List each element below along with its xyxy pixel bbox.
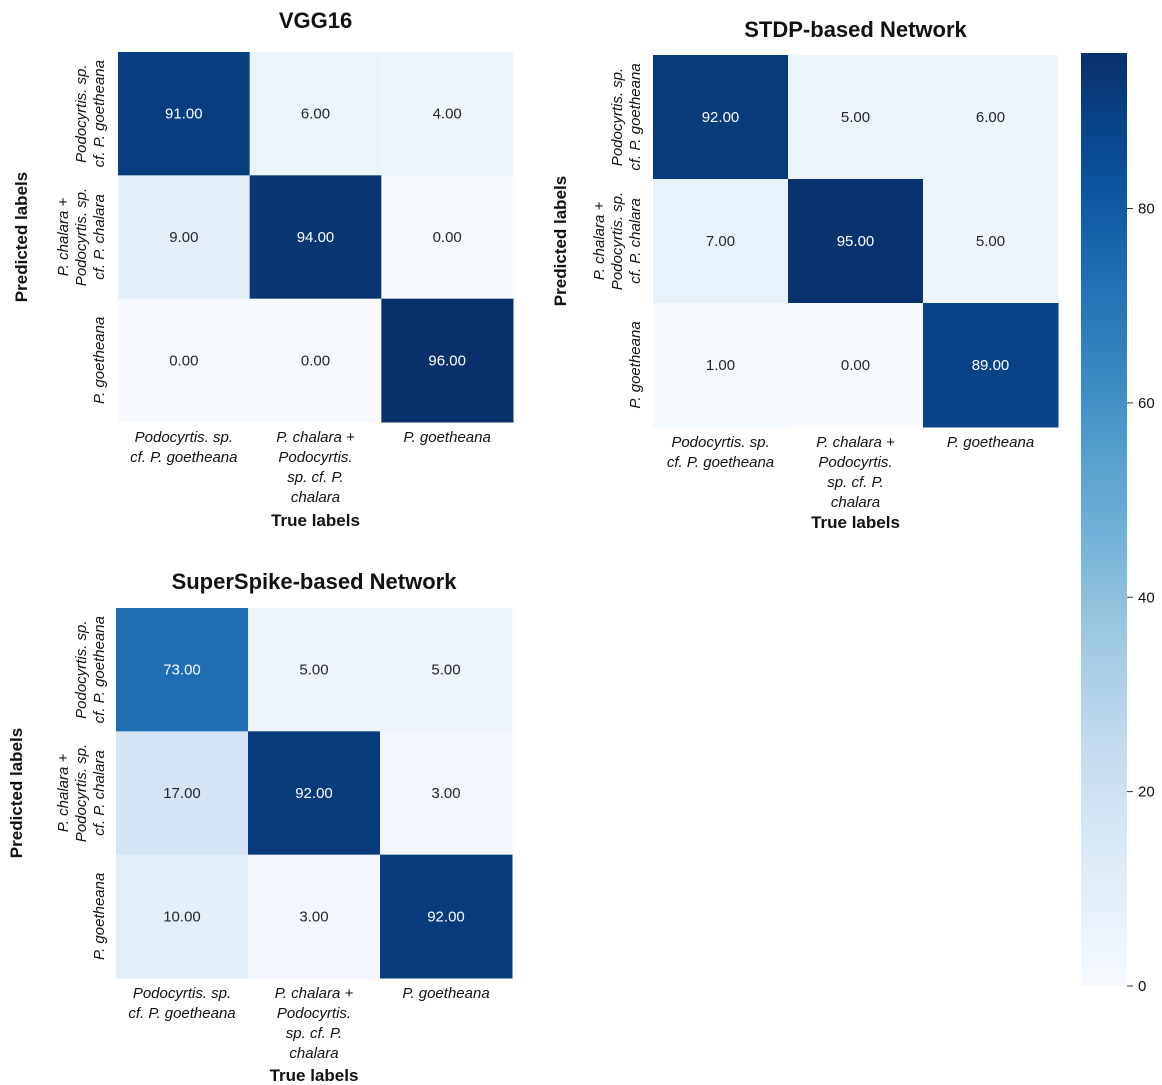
colorbar: 0 20 40 60 80 <box>1081 53 1155 995</box>
x-tick-label: P. chalara + Podocyrtis. sp. cf. P. chalara <box>816 434 895 511</box>
colorbar-gradient <box>1081 53 1127 986</box>
cell-value-label: 7.00 <box>706 233 735 250</box>
heatmap-cell <box>118 298 251 423</box>
y-tick-label: P. goetheana <box>91 873 108 960</box>
cell-value-label: 95.00 <box>837 233 875 250</box>
cell-value-label: 9.00 <box>169 229 198 246</box>
cell-value-label: 4.00 <box>433 106 462 123</box>
heatmap-cell <box>653 303 789 428</box>
heatmap-cell <box>381 175 514 300</box>
heatmap-cell <box>248 731 381 856</box>
heatmap-cell <box>381 298 514 423</box>
heatmap-cell <box>923 55 1059 180</box>
cell-value-label: 3.00 <box>299 908 328 925</box>
colorbar-tick-label: 0 <box>1138 978 1146 995</box>
cell-value-label: 0.00 <box>301 352 330 369</box>
heatmap-cell <box>653 179 789 304</box>
heatmap-cell <box>248 854 381 979</box>
y-axis-label: Predicted labels <box>7 728 26 858</box>
x-tick-label: P. chalara + Podocyrtis. sp. cf. P. chalara <box>275 985 354 1062</box>
y-tick-label: P. goetheana <box>627 321 644 408</box>
cell-value-label: 91.00 <box>165 106 203 123</box>
heatmap-cell <box>788 179 924 304</box>
y-tick-label: P. chalara +Podocyrtis. sp.cf. P. chalar… <box>55 744 108 842</box>
cell-value-label: 5.00 <box>841 109 870 126</box>
heatmap-cell <box>116 854 249 979</box>
cell-value-label: 6.00 <box>976 109 1005 126</box>
heatmap-cell <box>118 175 251 300</box>
x-tick-label: P. chalara + Podocyrtis. sp. cf. P. chalara <box>276 429 355 506</box>
x-tick-label: Podocyrtis. sp. cf. P. goetheana <box>128 985 235 1022</box>
cell-value-label: 5.00 <box>976 233 1005 250</box>
cell-value-label: 0.00 <box>841 357 870 374</box>
cell-value-label: 17.00 <box>163 785 201 802</box>
cell-value-label: 92.00 <box>295 785 333 802</box>
heatmap-panel-1: VGG16 91.00 6.00 4.00 9.00 94.00 0.00 0.00 0.00 9… <box>12 8 514 530</box>
chart-title: STDP-based Network <box>744 17 967 42</box>
cell-value-label: 6.00 <box>301 106 330 123</box>
cell-value-label: 5.00 <box>431 662 460 679</box>
heatmap-cell <box>248 608 381 732</box>
y-tick-label: P. chalara +Podocyrtis. sp.cf. P. chalar… <box>55 188 108 286</box>
y-tick-label: Podocyrtis. sp.cf. P. goetheana <box>73 616 108 723</box>
cell-value-label: 92.00 <box>427 908 465 925</box>
heatmap-cell <box>653 55 789 180</box>
y-axis-label: Predicted labels <box>551 176 570 306</box>
heatmap-cell <box>381 52 514 176</box>
y-tick-label: P. goetheana <box>91 317 108 404</box>
x-axis-label: True labels <box>271 511 360 530</box>
x-axis-label: True labels <box>811 513 900 532</box>
x-tick-label: P. goetheana <box>404 429 491 446</box>
cell-value-label: 94.00 <box>297 229 335 246</box>
x-axis-label: True labels <box>270 1066 359 1085</box>
x-tick-label: Podocyrtis. sp. cf. P. goetheana <box>130 429 237 466</box>
heatmap-cell <box>788 303 924 428</box>
chart-title: VGG16 <box>279 8 352 33</box>
cell-value-label: 1.00 <box>706 357 735 374</box>
y-tick-label: Podocyrtis. sp.cf. P. goetheana <box>73 60 108 167</box>
heatmap-cell <box>380 608 513 732</box>
x-tick-label: P. goetheana <box>402 985 489 1002</box>
y-axis-label: Predicted labels <box>12 172 31 302</box>
heatmap-cell <box>923 303 1059 428</box>
heatmap-panel-2: STDP-based Network 92.00 5.00 6.00 7.00 95.00… <box>551 17 1059 532</box>
cell-value-label: 96.00 <box>428 352 466 369</box>
heatmap-cell <box>923 179 1059 304</box>
cell-value-label: 5.00 <box>299 662 328 679</box>
cell-value-label: 92.00 <box>702 109 740 126</box>
heatmap-cell <box>380 731 513 856</box>
cell-value-label: 3.00 <box>431 785 460 802</box>
chart-title: SuperSpike-based Network <box>172 569 458 594</box>
heatmap-cell <box>249 175 382 300</box>
heatmap-cell <box>116 608 249 732</box>
cell-value-label: 0.00 <box>433 229 462 246</box>
heatmap-cell <box>118 52 251 176</box>
heatmap-panel-3: SuperSpike-based Network 73.00 5.00 5.00 17.… <box>7 569 513 1085</box>
y-tick-label: P. chalara +Podocyrtis. sp.cf. P. chalar… <box>591 192 644 290</box>
heatmap-cell <box>249 298 382 423</box>
cell-value-label: 89.00 <box>972 357 1010 374</box>
cell-value-label: 10.00 <box>163 908 201 925</box>
colorbar-tick-label: 40 <box>1138 589 1155 606</box>
cell-value-label: 73.00 <box>163 662 201 679</box>
heatmap-cell <box>788 55 924 180</box>
x-tick-label: P. goetheana <box>947 434 1034 451</box>
y-tick-label: Podocyrtis. sp.cf. P. goetheana <box>609 63 644 170</box>
heatmap-cell <box>380 854 513 979</box>
colorbar-tick-label: 80 <box>1138 201 1155 218</box>
colorbar-tick-label: 20 <box>1138 784 1155 801</box>
x-tick-label: Podocyrtis. sp. cf. P. goetheana <box>667 434 774 471</box>
heatmap-cell <box>249 52 382 176</box>
cell-value-label: 0.00 <box>169 352 198 369</box>
heatmap-cell <box>116 731 249 856</box>
colorbar-tick-label: 60 <box>1138 395 1155 412</box>
